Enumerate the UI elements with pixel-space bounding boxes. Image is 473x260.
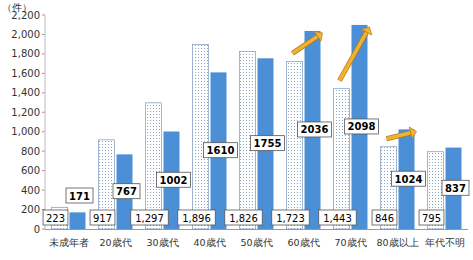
data-label-box xyxy=(43,210,68,225)
data-label-text: 1,896 xyxy=(182,213,211,224)
data-label-box xyxy=(251,136,285,151)
data-label-text: 1755 xyxy=(254,138,282,149)
data-label-box xyxy=(204,143,238,158)
data-label-text: 223 xyxy=(46,213,65,224)
data-label-box xyxy=(90,210,115,225)
data-label-text: 2098 xyxy=(348,121,376,132)
y-tick-label: 600 xyxy=(21,165,40,176)
arrow-shaft xyxy=(340,32,367,80)
y-axis-line xyxy=(45,15,46,229)
data-label-box xyxy=(345,119,379,134)
data-label: 1,443 xyxy=(319,210,357,225)
data-label-box xyxy=(66,188,93,203)
data-label-text: 1002 xyxy=(160,175,188,186)
data-label-text: 1,723 xyxy=(276,213,305,224)
data-label-text: 1,826 xyxy=(229,213,258,224)
arrow-outline xyxy=(293,36,318,53)
y-tick-label: 400 xyxy=(21,185,40,196)
data-label: 223 xyxy=(43,210,68,225)
arrow xyxy=(340,27,372,81)
bars xyxy=(52,25,462,229)
data-label-box xyxy=(225,210,263,225)
data-label: 917 xyxy=(90,210,115,225)
y-tick-label: 0 xyxy=(34,224,40,235)
data-label-box xyxy=(442,180,469,195)
data-label-box xyxy=(157,172,191,187)
data-label: 1610 xyxy=(204,143,238,158)
bar xyxy=(70,212,86,229)
data-label: 1755 xyxy=(251,136,285,151)
data-label-text: 917 xyxy=(93,213,112,224)
arrow xyxy=(293,31,323,53)
x-tick-label: 年代不明 xyxy=(425,237,465,248)
data-label-box xyxy=(372,210,397,225)
chart: （件）02004006008001,0001,2001,4001,6001,80… xyxy=(0,0,473,260)
data-label-text: 1610 xyxy=(207,145,235,156)
data-label: 837 xyxy=(442,180,469,195)
data-label-box xyxy=(131,210,169,225)
arrow xyxy=(387,127,417,139)
data-label-text: 1024 xyxy=(395,174,423,185)
y-tick-label: 1,600 xyxy=(11,68,40,79)
data-label-text: 1,297 xyxy=(135,213,164,224)
x-tick-label: 60歳代 xyxy=(287,237,319,248)
data-label-text: 1,443 xyxy=(323,213,352,224)
x-tick-label: 50歳代 xyxy=(240,237,272,248)
data-label-text: 795 xyxy=(422,213,441,224)
data-label-box xyxy=(419,210,444,225)
bar xyxy=(193,45,209,229)
y-tick-label: 1,000 xyxy=(11,126,40,137)
y-tick-label: 200 xyxy=(21,204,40,215)
data-label: 1024 xyxy=(392,171,426,186)
y-tick-label: 1,800 xyxy=(11,48,40,59)
data-label: 171 xyxy=(66,188,93,203)
x-tick-label: 20歳代 xyxy=(99,237,131,248)
data-label-box xyxy=(392,171,426,186)
data-label-text: 837 xyxy=(445,183,466,194)
y-tick-label: 2,200 xyxy=(11,10,40,21)
data-label: 1,723 xyxy=(272,210,310,225)
y-tick-label: 800 xyxy=(21,146,40,157)
arrow-shaft xyxy=(293,36,318,53)
arrow-head xyxy=(409,127,416,139)
x-tick-label: 40歳代 xyxy=(193,237,225,248)
x-tick-label: 未成年者 xyxy=(49,237,89,248)
data-label: 767 xyxy=(113,184,140,199)
y-tick-label: 1,400 xyxy=(11,87,40,98)
data-label: 1,826 xyxy=(225,210,263,225)
data-label: 1,297 xyxy=(131,210,169,225)
data-label: 795 xyxy=(419,210,444,225)
data-label-text: 171 xyxy=(69,191,90,202)
data-label-box xyxy=(113,184,140,199)
arrow-head xyxy=(361,27,371,35)
data-label: 1,896 xyxy=(178,210,216,225)
data-label-text: 846 xyxy=(375,213,394,224)
x-tick-label: 30歳代 xyxy=(146,237,178,248)
data-label: 846 xyxy=(372,210,397,225)
data-label-text: 767 xyxy=(116,186,137,197)
arrow-shaft xyxy=(387,133,411,139)
data-label-box xyxy=(272,210,310,225)
arrow-outline xyxy=(387,133,411,139)
data-label-box xyxy=(298,122,332,137)
arrow-outline xyxy=(340,32,367,80)
data-label: 1002 xyxy=(157,172,191,187)
data-label: 2036 xyxy=(298,122,332,137)
y-tick-label: 2,000 xyxy=(11,29,40,40)
data-label-text: 2036 xyxy=(301,124,329,135)
x-tick-label: 70歳代 xyxy=(334,237,366,248)
x-tick-label: 80歳以上 xyxy=(376,237,418,248)
y-tick-label: 1,200 xyxy=(11,107,40,118)
data-label-box xyxy=(319,210,357,225)
data-label: 2098 xyxy=(345,119,379,134)
data-label-box xyxy=(178,210,216,225)
bar xyxy=(287,61,303,229)
bar xyxy=(334,89,350,229)
arrow-head xyxy=(314,31,322,41)
x-axis-line xyxy=(45,229,468,230)
